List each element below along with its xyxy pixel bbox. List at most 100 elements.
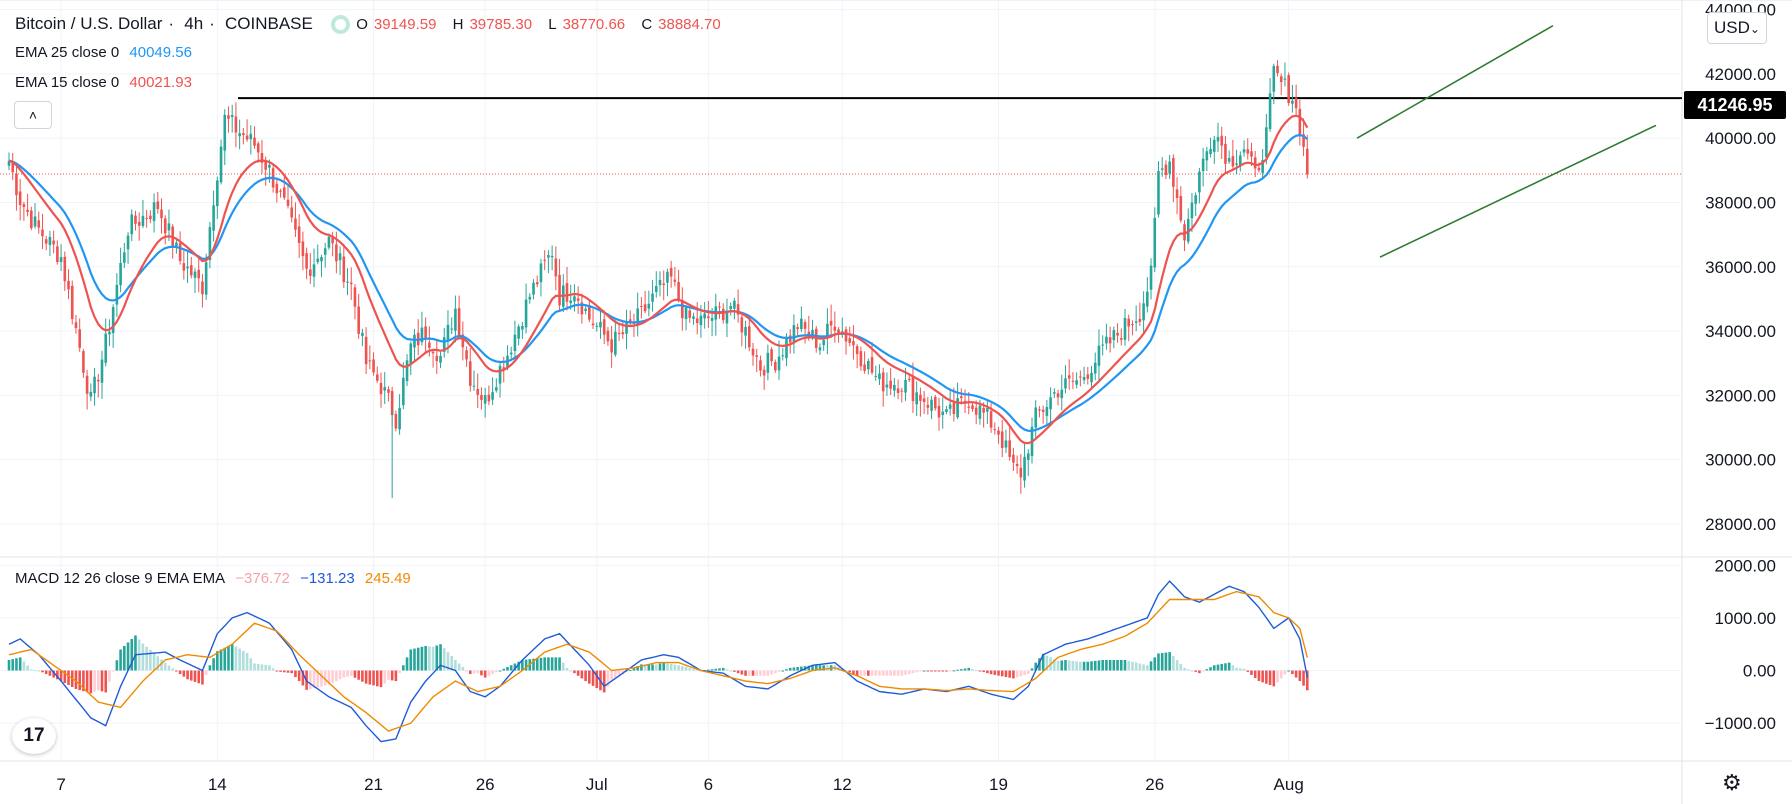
candle-body bbox=[137, 221, 141, 226]
macd-legend[interactable]: MACD 12 26 close 9 EMA EMA −376.72 −131.… bbox=[15, 570, 417, 588]
candle-body bbox=[844, 329, 848, 342]
macd-hist-bar bbox=[349, 670, 353, 676]
macd-hist-bar bbox=[297, 670, 301, 682]
candle-body bbox=[1157, 170, 1160, 215]
macd-hist-bar bbox=[82, 670, 85, 692]
macd-hist-bar bbox=[1220, 663, 1224, 671]
candle-body bbox=[1209, 148, 1212, 155]
candle-body bbox=[889, 380, 892, 389]
macd-hist-bar bbox=[1224, 663, 1227, 671]
macd-hist-bar bbox=[1030, 668, 1034, 671]
candle-body bbox=[431, 351, 435, 354]
chevron-down-icon: ⌄ bbox=[1749, 22, 1760, 36]
gear-icon[interactable]: ⚙ bbox=[1722, 770, 1742, 795]
candle-body bbox=[216, 180, 219, 207]
candle-body bbox=[115, 284, 119, 305]
candle-body bbox=[904, 379, 907, 393]
macd-hist-bar bbox=[1305, 670, 1309, 691]
macd-hist-bar bbox=[85, 670, 89, 693]
collapse-legend-button[interactable]: ˄ bbox=[14, 101, 52, 129]
ema25-legend[interactable]: EMA 25 close 0 40049.56 bbox=[15, 44, 198, 62]
macd-hist-bar bbox=[900, 670, 904, 676]
candle-body bbox=[874, 375, 878, 377]
macd-hist-bar bbox=[242, 650, 245, 671]
ema15-legend[interactable]: EMA 15 close 0 40021.93 bbox=[15, 74, 198, 92]
macd-hist-bar bbox=[461, 667, 465, 671]
candle-body bbox=[85, 375, 89, 394]
candle-body bbox=[766, 352, 770, 373]
macd-hist-bar bbox=[394, 670, 398, 682]
candle-body bbox=[390, 391, 394, 416]
macd-hist-bar bbox=[145, 646, 148, 671]
macd-hist-bar bbox=[971, 668, 974, 671]
macd-hist-bar bbox=[44, 670, 48, 675]
candle-body bbox=[933, 396, 937, 409]
candle-body bbox=[446, 324, 450, 342]
candle-body bbox=[74, 322, 78, 329]
candle-body bbox=[684, 307, 688, 320]
macd-hist-bar bbox=[123, 645, 126, 671]
candle-body bbox=[681, 300, 684, 319]
macd-hist-bar bbox=[911, 670, 915, 674]
macd-hist-bar bbox=[1038, 658, 1041, 671]
macd-hist-bar bbox=[327, 670, 331, 685]
macd-hist-bar bbox=[565, 667, 569, 671]
currency-selector[interactable]: USD⌄ bbox=[1707, 12, 1767, 44]
macd-hist-bar bbox=[420, 646, 424, 671]
candle-body bbox=[290, 207, 294, 218]
tradingview-logo-icon[interactable]: 17 bbox=[12, 718, 56, 754]
candle-body bbox=[721, 308, 725, 321]
candle-body bbox=[1023, 456, 1026, 481]
macd-hist-bar bbox=[535, 658, 539, 671]
macd-hist-bar bbox=[1142, 664, 1145, 671]
candle-body bbox=[1123, 318, 1127, 340]
candle-body bbox=[576, 298, 580, 301]
candle-body bbox=[282, 187, 286, 198]
macd-hist-bar bbox=[1276, 670, 1279, 683]
candle-body bbox=[960, 396, 963, 399]
candle-body bbox=[1026, 453, 1030, 460]
macd-hist-bar bbox=[96, 670, 100, 691]
candle-body bbox=[989, 411, 993, 428]
candle-body bbox=[941, 411, 945, 416]
candle-body bbox=[1257, 167, 1261, 171]
candle-body bbox=[1056, 393, 1060, 398]
macd-hist-bar bbox=[811, 665, 814, 671]
candle-body bbox=[1183, 224, 1186, 241]
candle-body bbox=[461, 334, 465, 348]
candle-body bbox=[149, 215, 152, 220]
macd-hist-bar bbox=[30, 669, 33, 671]
candle-body bbox=[848, 338, 852, 343]
candle-body bbox=[628, 319, 632, 324]
candle-body bbox=[915, 392, 918, 405]
candle-body bbox=[733, 300, 736, 309]
candle-body bbox=[1019, 467, 1023, 478]
macd-hist-bar bbox=[1212, 665, 1216, 671]
macd-hist-bar bbox=[201, 670, 204, 685]
candle-body bbox=[822, 340, 825, 346]
macd-hist-bar bbox=[368, 670, 372, 685]
macd-hist-bar bbox=[323, 670, 327, 686]
macd-hist-bar bbox=[1071, 660, 1075, 671]
candle-body bbox=[1272, 66, 1276, 92]
macd-hist-bar bbox=[718, 668, 721, 671]
currency-label: USD bbox=[1714, 18, 1750, 37]
candle-body bbox=[108, 331, 111, 335]
macd-hist-bar bbox=[301, 670, 305, 686]
candle-body bbox=[1041, 409, 1045, 412]
macd-hist-bar bbox=[788, 667, 792, 671]
macd-histogram bbox=[7, 635, 1309, 694]
macd-hist-bar bbox=[428, 646, 431, 671]
candle-body bbox=[349, 282, 353, 285]
macd-hist-bar bbox=[1175, 660, 1179, 671]
candle-body bbox=[230, 115, 234, 118]
macd-hist-bar bbox=[625, 670, 628, 673]
candle-body bbox=[584, 308, 587, 311]
candle-body bbox=[1012, 454, 1015, 463]
macd-hist-bar bbox=[1186, 669, 1190, 671]
macd-hist-bar bbox=[1149, 661, 1153, 671]
candle-body bbox=[558, 274, 561, 306]
candle-body bbox=[52, 240, 55, 245]
candle-body bbox=[640, 305, 643, 307]
